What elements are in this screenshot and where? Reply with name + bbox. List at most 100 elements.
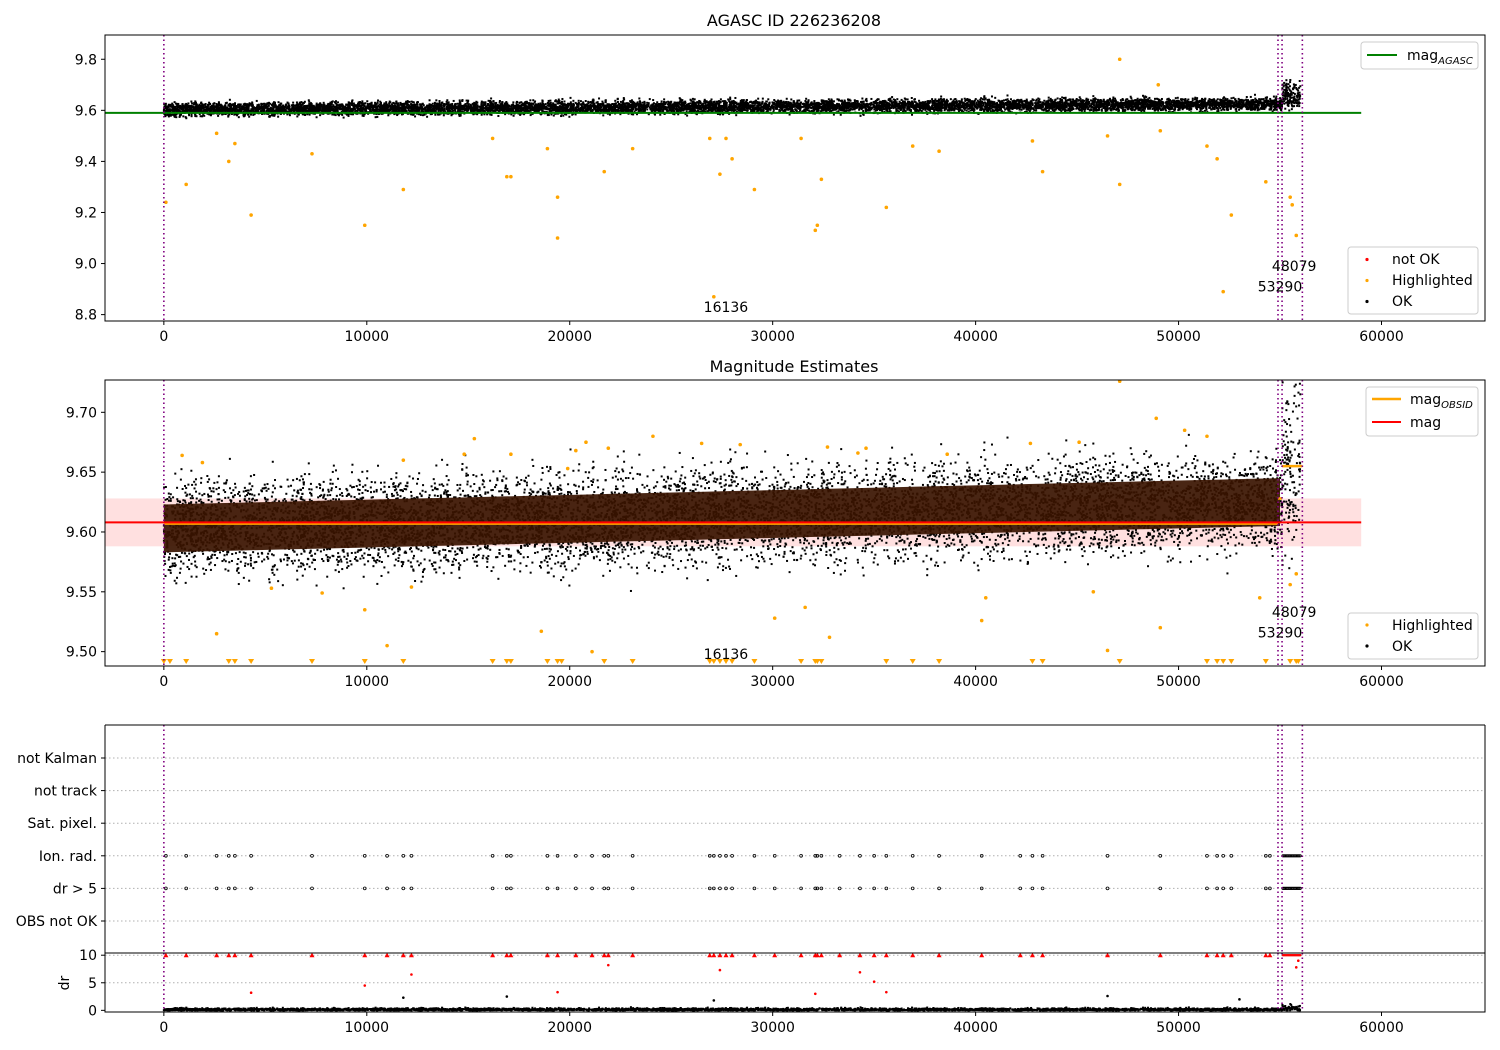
panel2-highlighted-point-36 — [1158, 625, 1163, 630]
panel1-highlighted-point-35 — [1156, 82, 1161, 87]
panel2-highlighted-point-12 — [539, 629, 544, 634]
dr-clipped-4 — [232, 953, 238, 958]
panel1-frame — [104, 34, 1486, 322]
panel2-highlighted-point-37 — [1182, 428, 1187, 433]
panel2-lower-limit-26 — [818, 659, 825, 664]
flag-point-3-22 — [712, 853, 716, 858]
flag-point-4-13 — [509, 886, 513, 891]
panel1-title: AGASC ID 226236208 — [707, 11, 881, 30]
panel1-highlighted-point-44 — [1290, 203, 1295, 207]
flag-point-4-41 — [1040, 886, 1045, 891]
panel2-plot-area: 16136 48079 53290 0 10000 20000 30000 40000 5000… — [66, 379, 1486, 690]
flag-point-3-12 — [505, 853, 509, 858]
panel1-highlighted-point-36 — [1158, 128, 1163, 133]
flag-point-3-23 — [718, 853, 722, 858]
panel2-lower-limit-29 — [936, 659, 943, 664]
panel2-lower-limit-37 — [1262, 659, 1269, 664]
flag-row-label-5: OBS not OK — [16, 914, 98, 930]
flag-point-3-29 — [813, 853, 818, 858]
flag-point-4-28 — [799, 886, 803, 891]
dr-black-point-0 — [402, 996, 405, 999]
panel2-lower-limit-21 — [729, 659, 736, 664]
panel2-highlighted-point-39 — [1257, 595, 1262, 600]
panel1-xtick-label-40000: 40000 — [953, 329, 998, 345]
flag-point-3-24 — [724, 853, 728, 858]
flag-point-3-7 — [362, 853, 367, 858]
panel2-lower-limit-31 — [1039, 659, 1046, 664]
flag-point-4-37 — [937, 886, 941, 891]
panel2-lower-limit-18 — [710, 659, 717, 664]
flag-row-label-1: not track — [34, 784, 98, 800]
panel2-lower-limit-28 — [909, 659, 916, 664]
panel1-highlighted-point-24 — [813, 228, 818, 233]
dr-clipped-44 — [1204, 953, 1210, 958]
panel1-xtick-label-20000: 20000 — [547, 329, 592, 345]
flag-point-3-1 — [184, 853, 188, 858]
flag-point-3-48 — [1264, 853, 1268, 858]
panel1-highlighted-point-22 — [752, 187, 757, 192]
panel2-highlighted-point-20 — [738, 442, 743, 447]
flag-point-4-36 — [910, 886, 915, 891]
panel2-lower-limit-19 — [716, 659, 723, 664]
flag-point-4-38 — [979, 886, 984, 891]
flag-row-label-4: dr > 5 — [53, 881, 97, 897]
flag-point-4-6 — [310, 886, 314, 891]
dr-clipped-18 — [601, 953, 607, 958]
dr-xtick-label-50000: 50000 — [1156, 1020, 1201, 1036]
flag-point-4-12 — [505, 886, 509, 891]
flag-points — [164, 853, 1302, 891]
dr-red-point-11 — [1296, 959, 1300, 963]
panel1-ytick-label-9.2: 9.2 — [75, 205, 97, 221]
dr-clipped-8 — [384, 953, 390, 958]
panel1-highlighted-point-5 — [249, 213, 253, 217]
flag-point-4-19 — [606, 886, 611, 891]
flag-point-3-34 — [872, 853, 876, 858]
panel-dr: 0 10000 20000 30000 40000 50000 60000 0 5 10 — [79, 948, 1486, 1036]
dr-red-point-4 — [606, 963, 610, 967]
panel1-highlighted-point-3 — [226, 159, 231, 164]
dr-red-point-3 — [556, 990, 559, 994]
flag-point-3-37 — [937, 853, 941, 858]
panel3-plot-area: not Kalman not track Sat. pixel. Ion. rad. d… — [16, 724, 1486, 953]
flag-point-4-34 — [872, 886, 876, 891]
panel1-highlighted-point-17 — [707, 136, 712, 141]
panel2-highlighted-point-33 — [1105, 648, 1110, 653]
panel1-ytick-label-9.4: 9.4 — [75, 154, 97, 170]
panel2-highlighted-point-18 — [651, 434, 655, 439]
flag-point-4-18 — [602, 886, 607, 891]
panel2-ytick-label-9.55: 9.55 — [66, 585, 97, 601]
dr-clipped-23 — [717, 953, 723, 958]
panel2-highlighted-point-32 — [1091, 590, 1096, 594]
legend-highlighted: Highlighted — [1392, 273, 1473, 289]
panel2-lower-limit-35 — [1220, 659, 1227, 664]
panel2-annotation-0: 16136 — [704, 647, 749, 663]
panel1-ok-points — [162, 78, 1302, 120]
dr-clipped-19 — [605, 953, 611, 958]
panel2-highlighted-point-34 — [1117, 380, 1122, 383]
flag-point-3-31 — [819, 853, 824, 858]
flag-point-3-21 — [707, 853, 712, 858]
panel2-lower-limit-13 — [554, 659, 561, 664]
dr-clipped-40 — [1029, 953, 1035, 958]
flag-point-3-15 — [555, 853, 560, 858]
flag-point-4-29 — [813, 886, 818, 891]
panel2-lower-limit-32 — [1116, 659, 1123, 664]
flag-point-3-14 — [545, 853, 550, 858]
panel1-annotation-1: 48079 — [1272, 259, 1317, 275]
flag-point-4-43 — [1158, 886, 1163, 891]
panel1-highlighted-point-4 — [233, 141, 237, 146]
flag-point-4-33 — [858, 886, 862, 891]
panel1-highlighted-point-25 — [815, 223, 820, 228]
panel1-highlighted-point-28 — [910, 144, 915, 148]
flag-point-3-19 — [606, 853, 611, 858]
flag-point-3-33 — [858, 853, 862, 858]
panel2-ytick-label-9.60: 9.60 — [66, 525, 97, 541]
dr-clipped-36 — [910, 953, 916, 958]
dr-red-point — [249, 959, 1300, 996]
dr-xtick-label-20000: 20000 — [547, 1020, 592, 1036]
panel2-lower-limit-markers — [160, 659, 1302, 664]
panel2-highlighted-point-14 — [574, 448, 578, 453]
panel-magnitude-estimates: Magnitude Estimates 16136 48079 53290 0 1000… — [66, 357, 1486, 690]
panel2-highlighted-point-9 — [462, 452, 467, 456]
